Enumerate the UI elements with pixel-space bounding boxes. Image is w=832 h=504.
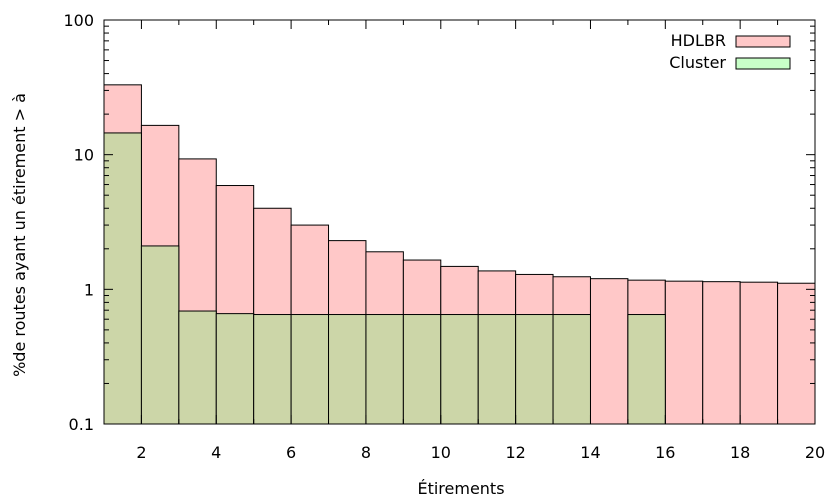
- tick-marks: [103, 19, 816, 425]
- cluster-bar: [253, 314, 292, 425]
- tick-labels: 2 4 6 8 10 12 14 16 18 20 0.1 1 10 100: [63, 11, 825, 462]
- y-tick-label: 1: [84, 280, 94, 299]
- cluster-bar: [402, 314, 442, 425]
- legend-label: HDLBR: [671, 31, 726, 50]
- x-tick-label: 4: [211, 443, 221, 462]
- cluster-bar: [103, 132, 142, 425]
- y-tick-label: 100: [63, 11, 94, 30]
- cluster-bar: [290, 314, 330, 425]
- x-tick-label: 12: [505, 443, 525, 462]
- hdlbr-bar: [777, 282, 816, 425]
- cluster-bar: [552, 314, 591, 425]
- legend: HDLBR Cluster: [669, 31, 791, 72]
- x-tick-label: 20: [805, 443, 825, 462]
- x-tick-label: 10: [431, 443, 451, 462]
- hdlbr-bar: [739, 281, 779, 425]
- legend-swatch: [735, 35, 791, 48]
- hdlbr-bar: [702, 281, 741, 425]
- y-axis-label: %de routes ayant un étirement > à: [10, 93, 29, 377]
- cluster-bar: [178, 310, 217, 425]
- y-tick-label: 0.1: [69, 415, 94, 434]
- hdlbr-bar: [589, 278, 629, 425]
- x-tick-label: 16: [655, 443, 675, 462]
- x-tick-label: 2: [136, 443, 146, 462]
- cluster-bar: [515, 314, 554, 425]
- cluster-bars: [103, 132, 666, 425]
- axes: [103, 19, 816, 425]
- cluster-bar: [215, 313, 255, 425]
- legend-label: Cluster: [669, 53, 726, 72]
- x-tick-label: 8: [361, 443, 371, 462]
- legend-swatch: [735, 57, 791, 70]
- x-tick-label: 6: [286, 443, 296, 462]
- cluster-bar: [440, 314, 479, 425]
- x-axis-label: Étirements: [417, 479, 504, 498]
- cluster-bar: [328, 314, 367, 425]
- cluster-bar: [365, 314, 404, 425]
- x-tick-label: 14: [580, 443, 600, 462]
- cluster-bar: [627, 314, 666, 425]
- x-tick-label: 18: [730, 443, 750, 462]
- cluster-bar: [140, 245, 180, 425]
- hdlbr-bar: [664, 280, 704, 425]
- cluster-bar: [477, 314, 517, 425]
- y-tick-label: 10: [74, 146, 94, 165]
- plot-frame: [103, 19, 816, 425]
